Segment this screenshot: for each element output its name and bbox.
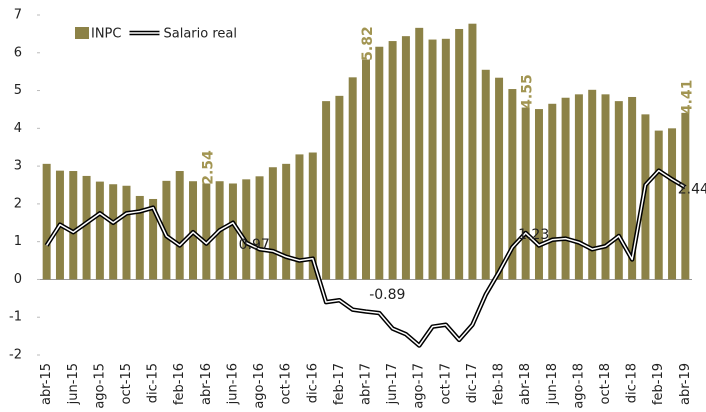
legend-label: Salario real bbox=[163, 27, 236, 42]
x-tick-label: abr-17 bbox=[359, 363, 374, 405]
bar bbox=[282, 163, 291, 280]
x-tick-label: jun-16 bbox=[225, 363, 240, 405]
x-tick-label: dic-17 bbox=[465, 363, 480, 403]
bar bbox=[348, 77, 357, 280]
bar bbox=[401, 36, 410, 280]
bar bbox=[162, 180, 171, 280]
bar bbox=[415, 27, 424, 280]
x-tick-label: ago-16 bbox=[252, 363, 267, 409]
bar bbox=[588, 89, 597, 280]
bar bbox=[322, 101, 331, 280]
bar bbox=[175, 171, 184, 280]
bar bbox=[388, 41, 397, 280]
bar bbox=[468, 23, 477, 280]
bar bbox=[202, 183, 211, 280]
x-tick-label: ago-15 bbox=[92, 363, 107, 409]
bar bbox=[561, 97, 570, 280]
y-tick-label: 1 bbox=[14, 234, 22, 249]
y-tick-label: 0 bbox=[14, 272, 22, 287]
bar bbox=[122, 185, 131, 280]
bar bbox=[149, 198, 158, 280]
x-tick-label: abr-18 bbox=[518, 363, 533, 405]
bar bbox=[548, 103, 557, 280]
x-tick-label: dic-16 bbox=[305, 363, 320, 403]
bar bbox=[268, 167, 277, 280]
x-tick-label: abr-16 bbox=[199, 363, 214, 405]
x-tick-label: abr-19 bbox=[678, 363, 693, 405]
data-label: 2.44 bbox=[678, 181, 706, 197]
bar bbox=[362, 59, 370, 280]
y-tick-label: 3 bbox=[14, 159, 22, 174]
data-label: -0.89 bbox=[369, 287, 405, 303]
bar bbox=[69, 171, 78, 280]
x-tick-label: ago-18 bbox=[571, 363, 586, 409]
bar bbox=[42, 163, 51, 280]
x-tick-label: feb-17 bbox=[332, 363, 347, 405]
bar bbox=[614, 101, 623, 280]
bar bbox=[95, 181, 104, 280]
x-tick-label: jun-17 bbox=[385, 363, 400, 405]
bar bbox=[455, 28, 464, 280]
x-tick-label: oct-17 bbox=[438, 363, 453, 404]
bar bbox=[335, 95, 344, 280]
bar bbox=[135, 195, 144, 280]
y-tick-label: -2 bbox=[9, 348, 22, 363]
data-label: 2.54 bbox=[200, 150, 216, 185]
x-tick-label: oct-15 bbox=[119, 363, 134, 404]
bar bbox=[308, 152, 317, 280]
legend-label: INPC bbox=[91, 27, 121, 42]
bar bbox=[242, 179, 251, 280]
y-tick-label: 5 bbox=[14, 83, 22, 98]
bar bbox=[441, 38, 450, 280]
line-highlight bbox=[46, 169, 686, 347]
bar bbox=[82, 175, 91, 280]
bar bbox=[481, 69, 490, 280]
x-tick-label: abr-15 bbox=[39, 363, 54, 405]
y-tick-label: 4 bbox=[14, 121, 22, 136]
legend-swatch bbox=[75, 27, 89, 39]
bar bbox=[574, 94, 583, 280]
bar bbox=[534, 109, 543, 280]
data-label: 1.23 bbox=[518, 227, 549, 243]
y-tick-label: -1 bbox=[9, 310, 22, 325]
bar bbox=[668, 128, 677, 280]
x-tick-label: feb-19 bbox=[651, 363, 666, 405]
x-tick-label: oct-16 bbox=[279, 363, 294, 404]
x-tick-label: jun-15 bbox=[66, 363, 81, 405]
y-tick-label: 7 bbox=[14, 8, 22, 23]
data-label: 0.97 bbox=[239, 237, 270, 253]
bar bbox=[375, 46, 384, 280]
data-label: 5.82 bbox=[360, 26, 376, 61]
bar bbox=[521, 107, 530, 280]
bar bbox=[428, 39, 437, 280]
y-tick-label: 2 bbox=[14, 196, 22, 211]
bar bbox=[508, 89, 517, 280]
bar bbox=[495, 77, 504, 280]
x-tick-label: oct-18 bbox=[598, 363, 613, 404]
x-tick-label: ago-17 bbox=[412, 363, 427, 409]
bar bbox=[654, 130, 663, 280]
data-label: 4.41 bbox=[679, 80, 695, 115]
x-tick-label: feb-18 bbox=[492, 363, 507, 405]
bar bbox=[628, 96, 637, 280]
x-tick-label: feb-16 bbox=[172, 363, 187, 405]
bar bbox=[109, 184, 118, 280]
bar bbox=[681, 112, 690, 280]
x-tick-label: dic-18 bbox=[625, 363, 640, 403]
bar bbox=[295, 154, 304, 280]
x-tick-label: dic-15 bbox=[146, 363, 161, 403]
data-label: 4.55 bbox=[520, 74, 536, 109]
bar bbox=[228, 183, 237, 280]
x-tick-label: jun-18 bbox=[545, 363, 560, 405]
bar bbox=[601, 94, 610, 280]
y-tick-label: 6 bbox=[14, 45, 22, 60]
bar bbox=[255, 176, 264, 280]
